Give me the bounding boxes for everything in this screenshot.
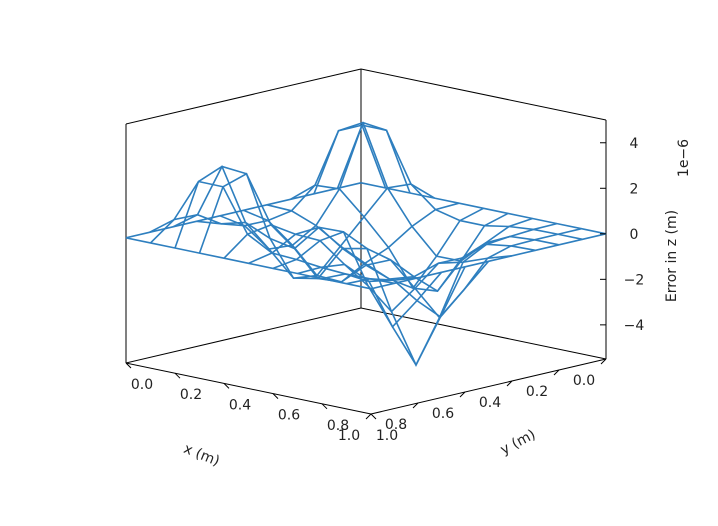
top-edge-y <box>360 68 607 121</box>
x-tick-label: 0.0 <box>573 373 595 389</box>
wire-line-y-10 <box>370 233 607 290</box>
x-tick-label: 0.6 <box>432 406 454 422</box>
y-tick-mark <box>125 362 132 369</box>
z-tick-label: 4 <box>630 136 639 152</box>
x-tick-mark <box>412 402 419 409</box>
x-tick-label: 0.4 <box>479 395 501 411</box>
front-edge-y <box>370 358 607 415</box>
y-tick-label: 0.2 <box>180 387 202 403</box>
wire-line-y-7 <box>297 217 533 313</box>
z-tick-label: 0 <box>630 227 639 243</box>
wire-line-y-5 <box>248 207 484 290</box>
x-tick-label: 1.0 <box>338 428 360 444</box>
z-tick-label: −2 <box>624 272 645 288</box>
y-tick-mark <box>370 413 377 420</box>
y-tick-label: 1.0 <box>376 428 398 444</box>
floor-edge-x <box>125 307 362 364</box>
x-tick-mark <box>459 391 466 398</box>
y-tick-label: 0.4 <box>229 397 251 413</box>
z-axis-label: Error in z (m) <box>664 210 680 302</box>
z-tick-label: −4 <box>624 318 645 334</box>
y-tick-label: 0.0 <box>131 377 153 393</box>
y-tick-mark <box>174 372 181 379</box>
front-edge-x <box>125 362 372 415</box>
y-tick-mark <box>321 403 328 410</box>
x-tick-mark <box>365 413 372 420</box>
wireframe-surface <box>125 121 607 367</box>
y-tick-mark <box>272 393 279 399</box>
axis-ticks: 1.00.80.60.40.20.01.00.80.60.40.20.0420−… <box>125 136 645 444</box>
wire-line-y-2 <box>174 121 411 250</box>
wire-line-y-6 <box>272 212 509 293</box>
x-tick-mark <box>506 380 513 387</box>
y-tick-mark <box>223 383 230 389</box>
wire-line-y-4 <box>223 202 460 283</box>
x-tick-mark <box>553 369 560 376</box>
x-tick-label: 0.8 <box>385 417 407 433</box>
wire-line-y-9 <box>346 227 582 318</box>
wire-line-y-3 <box>198 172 435 279</box>
x-tick-label: 0.2 <box>526 384 548 400</box>
wire-line-y-8 <box>321 222 558 367</box>
x-tick-mark <box>600 358 607 365</box>
top-edge-x <box>125 68 362 125</box>
wire-line-y-1 <box>149 124 387 244</box>
y-tick-label: 0.8 <box>327 418 349 434</box>
z-tick-label: 2 <box>630 181 639 197</box>
z-offset-label: 1e−6 <box>676 139 692 177</box>
y-tick-label: 0.6 <box>278 408 300 424</box>
